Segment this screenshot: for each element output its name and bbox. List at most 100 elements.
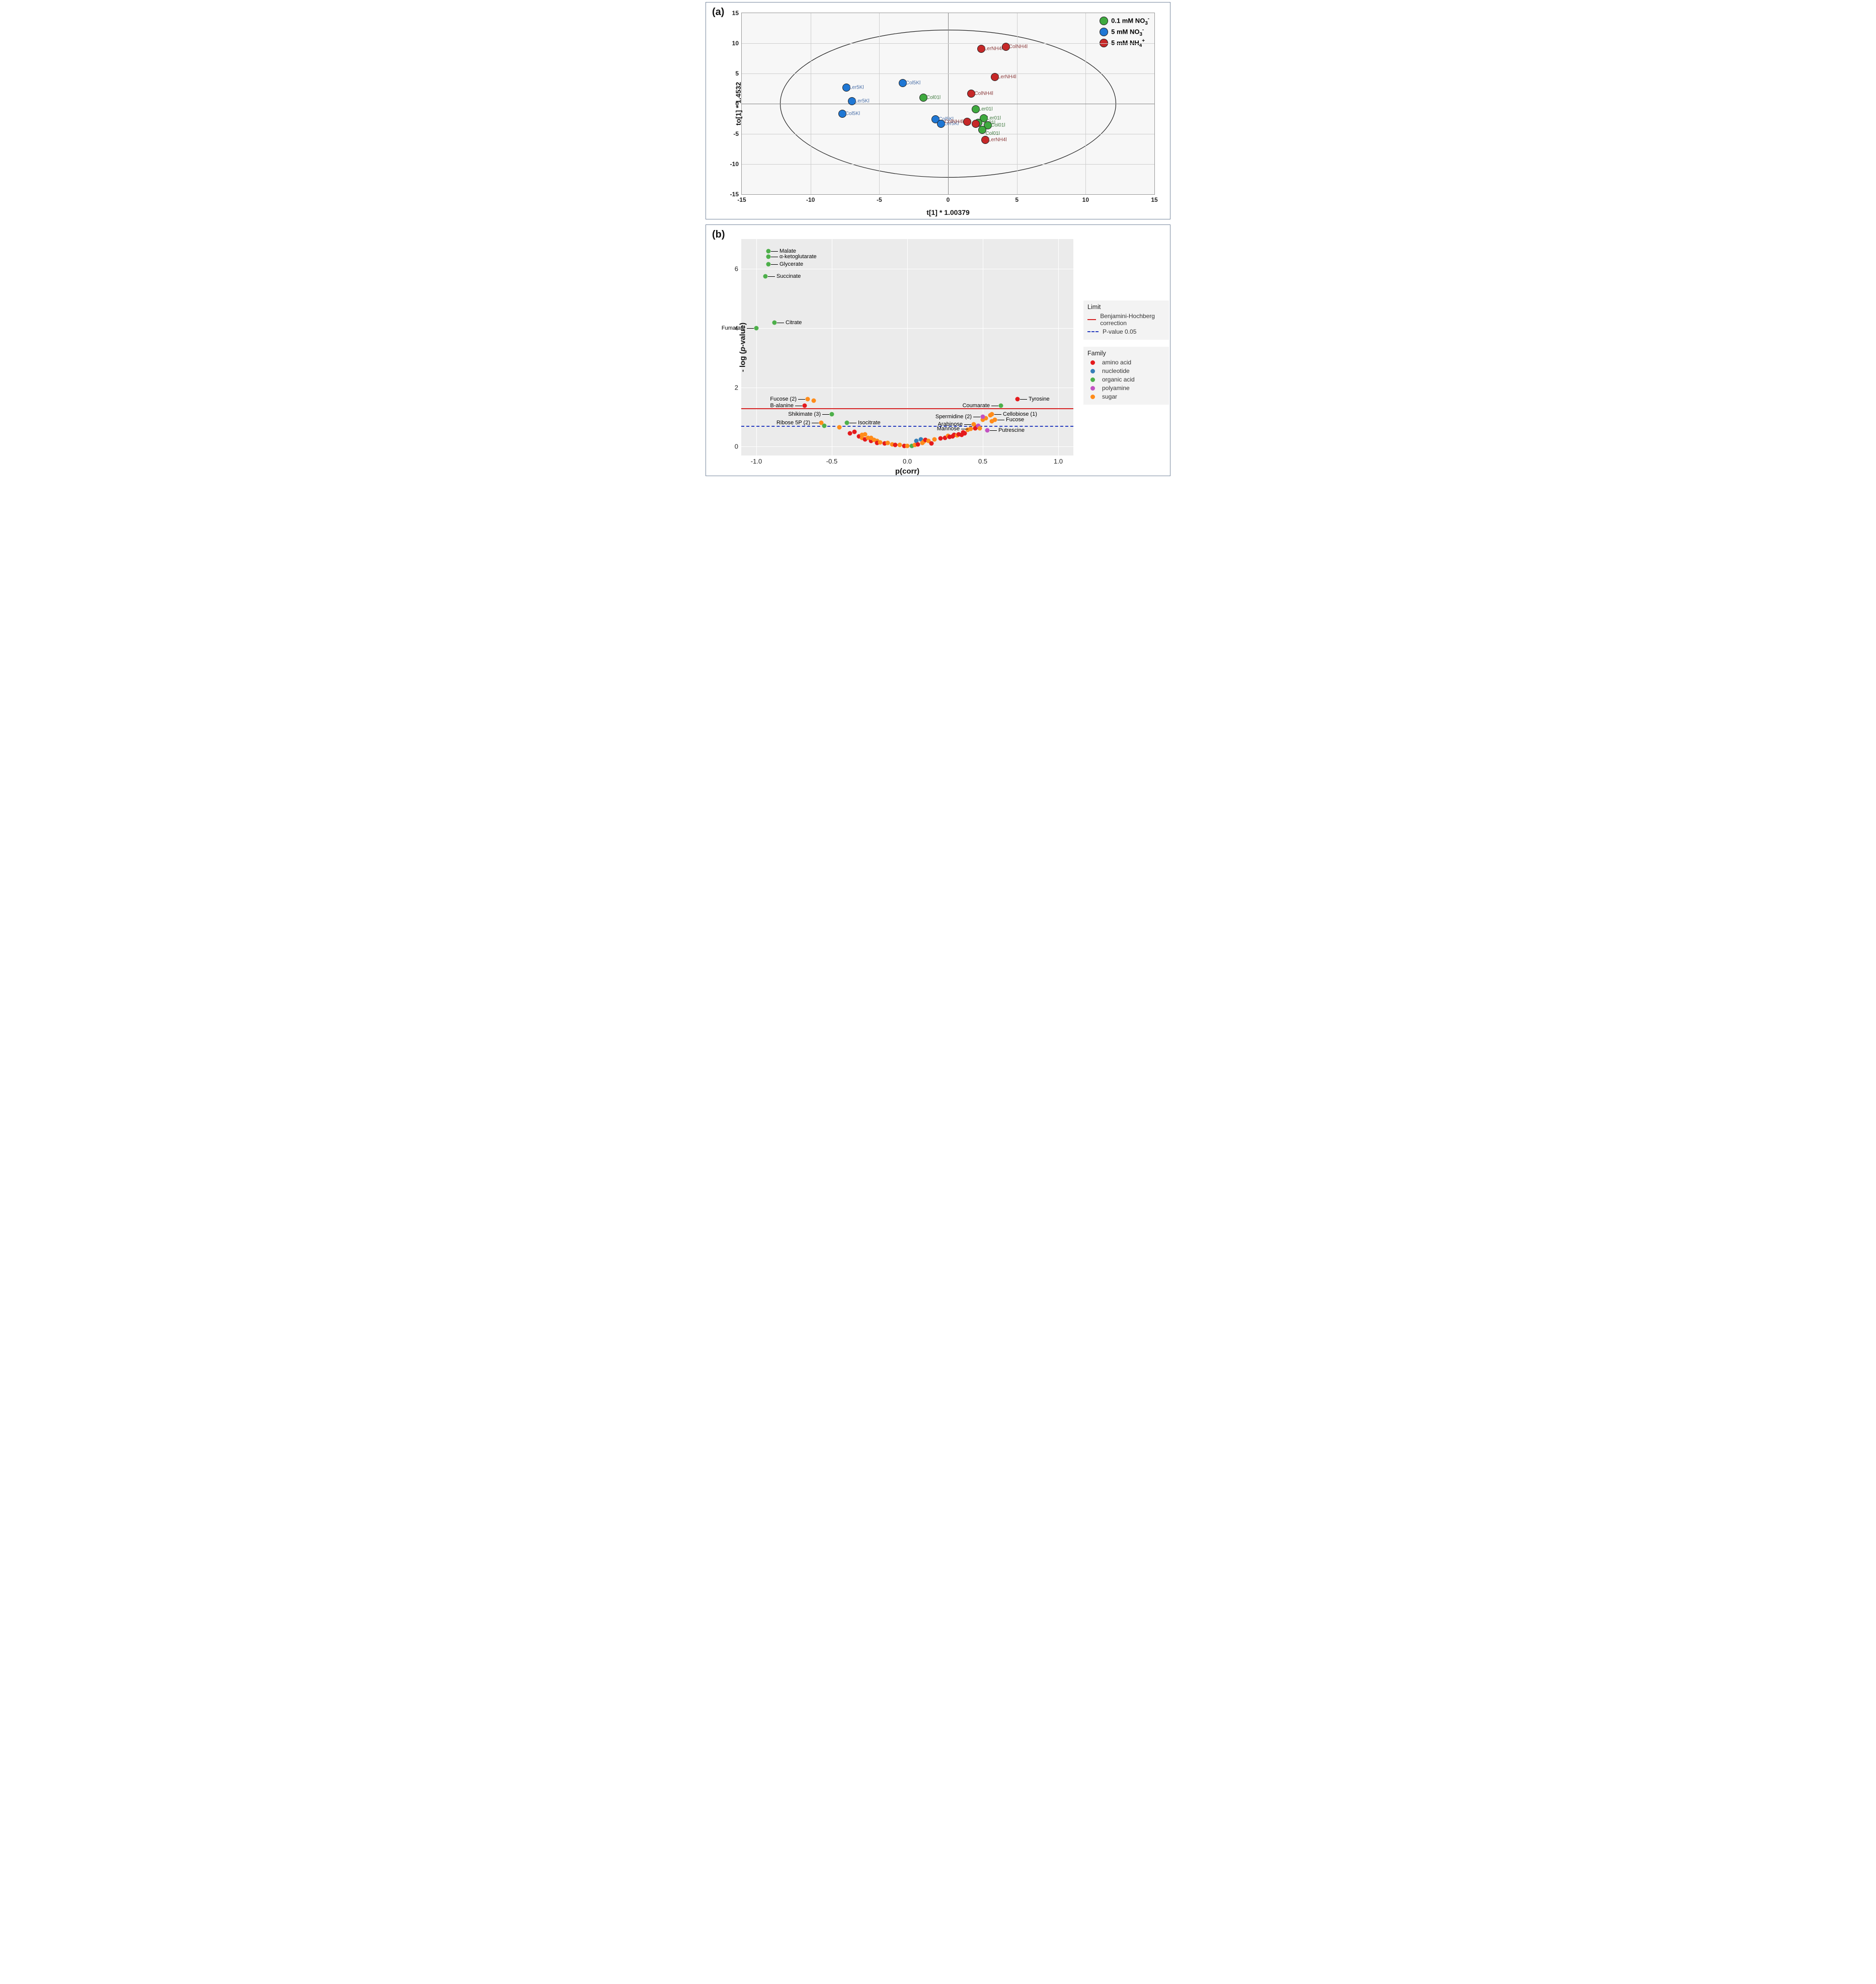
volcano-point <box>898 443 902 447</box>
legend-family-swatch <box>1090 369 1095 373</box>
label-leader <box>768 276 775 277</box>
xtick: -1.0 <box>751 457 762 465</box>
volcano-point <box>993 418 997 422</box>
label-leader <box>994 414 1001 415</box>
legend-family-label: amino acid <box>1102 359 1131 366</box>
ytick: 0 <box>735 443 738 450</box>
legend-p05-row: P-value 0.05 <box>1087 328 1165 335</box>
volcano-point <box>845 421 849 425</box>
volcano-point-label: Malate <box>779 248 796 254</box>
xtick: 5 <box>1015 196 1019 203</box>
volcano-point <box>978 426 982 430</box>
label-leader <box>822 414 829 415</box>
score-point-label: LerNH4l <box>984 46 1003 51</box>
xtick: 10 <box>1082 196 1089 203</box>
score-point-label: ColNH4l <box>1009 44 1028 50</box>
volcano-point <box>819 421 824 425</box>
volcano-point <box>852 429 857 434</box>
xtick: -10 <box>806 196 815 203</box>
volcano-point <box>766 249 771 253</box>
volcano-point-label: B-alanine <box>770 403 794 409</box>
volcano-point-label: Tyrosine <box>1029 396 1050 402</box>
volcano-point-label: Spermidine (2) <box>935 414 972 420</box>
score-point-label: Col5Kl <box>845 111 860 117</box>
xtick: -5 <box>877 196 882 203</box>
panel-b: (b) p(corr) - log (p-value) -1.0-0.50.00… <box>706 224 1170 476</box>
volcano-point-label: Mannose <box>937 426 960 432</box>
volcano-point-label: Shikimate (3) <box>788 411 821 417</box>
score-point <box>963 118 971 126</box>
legend-swatch <box>1100 28 1108 36</box>
score-point-label: Col01l <box>985 131 999 136</box>
legend-family-swatch <box>1090 386 1095 391</box>
scatter-plot-a: t[1] * 1.00379 to[1] * 1.4532 0.1 mM NO3… <box>741 13 1155 195</box>
legend-family-item: sugar <box>1087 393 1165 400</box>
volcano-point-label: Isocitrate <box>858 420 881 426</box>
volcano-point <box>969 426 973 431</box>
ytick: -5 <box>733 130 739 137</box>
volcano-point-label: Fucose (2) <box>770 396 797 402</box>
xtick: 1.0 <box>1054 457 1063 465</box>
ytick: 2 <box>735 384 738 391</box>
ytick: 6 <box>735 265 738 272</box>
xtick: 0.0 <box>903 457 912 465</box>
ytick: 5 <box>735 70 739 77</box>
volcano-point <box>766 262 771 267</box>
volcano-point <box>985 428 990 432</box>
volcano-point <box>806 397 810 402</box>
score-point-label: Ler5Kl <box>855 99 870 104</box>
label-leader <box>990 430 997 431</box>
volcano-point <box>932 437 937 441</box>
legend-limit-section: Limit Benjamini-Hochberg correction P-va… <box>1083 300 1169 340</box>
volcano-point <box>929 441 934 446</box>
ytick: 10 <box>732 40 739 47</box>
label-leader <box>798 399 805 400</box>
volcano-point <box>803 404 807 408</box>
volcano-point-label: Ribose 5P (2) <box>776 420 810 426</box>
volcano-point-label: Putrescine <box>998 427 1025 433</box>
label-leader <box>1020 399 1027 400</box>
volcano-point-label: Fumarate <box>722 325 745 331</box>
score-point-label: Ler5Kl <box>849 85 864 90</box>
volcano-point <box>754 326 759 330</box>
legend-family-label: nucleotide <box>1102 367 1130 374</box>
legend-label: 0.1 mM NO3- <box>1111 16 1149 26</box>
legend-a-item: 5 mM NO3- <box>1100 27 1149 37</box>
volcano-point <box>916 442 920 446</box>
panel-a-label: (a) <box>712 7 724 18</box>
legend-family-section: Family amino acidnucleotideorganic acidp… <box>1083 347 1169 405</box>
score-point <box>972 120 980 128</box>
panel-a: (a) t[1] * 1.00379 to[1] * 1.4532 0.1 mM… <box>706 2 1170 219</box>
xtick: 15 <box>1151 196 1157 203</box>
legend-label: 5 mM NO3- <box>1111 27 1144 37</box>
volcano-point-label: Succinate <box>776 273 801 279</box>
score-point-label: LerNH4l <box>988 137 1007 143</box>
volcano-point-label: Fucose <box>1006 417 1024 423</box>
volcano-point <box>763 274 768 278</box>
score-point-label: LerNH4l <box>998 74 1017 80</box>
legend-family-title: Family <box>1087 350 1165 357</box>
panel-b-label: (b) <box>712 229 725 241</box>
xlabel-a: t[1] * 1.00379 <box>926 208 970 216</box>
limit-line <box>741 426 1073 427</box>
p05-line-swatch <box>1087 331 1099 332</box>
legend-a-item: 0.1 mM NO3- <box>1100 16 1149 26</box>
volcano-point <box>848 431 852 435</box>
legend-family-swatch <box>1090 395 1095 399</box>
volcano-point <box>1015 397 1020 402</box>
label-leader <box>771 264 778 265</box>
bh-line-swatch <box>1087 319 1096 320</box>
volcano-point <box>972 422 976 427</box>
label-leader <box>964 424 971 425</box>
score-point-label: Col5Kl <box>906 81 920 86</box>
volcano-point-label: Coumarate <box>963 403 990 409</box>
ytick: 0 <box>735 100 739 107</box>
scatter-plot-b: p(corr) - log (p-value) -1.0-0.50.00.51.… <box>741 239 1073 455</box>
volcano-point-label: Citrate <box>786 320 802 326</box>
legend-b: Limit Benjamini-Hochberg correction P-va… <box>1083 300 1169 412</box>
volcano-point <box>886 441 890 445</box>
legend-family-label: polyamine <box>1102 385 1130 392</box>
legend-bh-label: Benjamini-Hochberg correction <box>1100 313 1165 327</box>
ytick: 15 <box>732 10 739 17</box>
volcano-point <box>990 412 994 416</box>
